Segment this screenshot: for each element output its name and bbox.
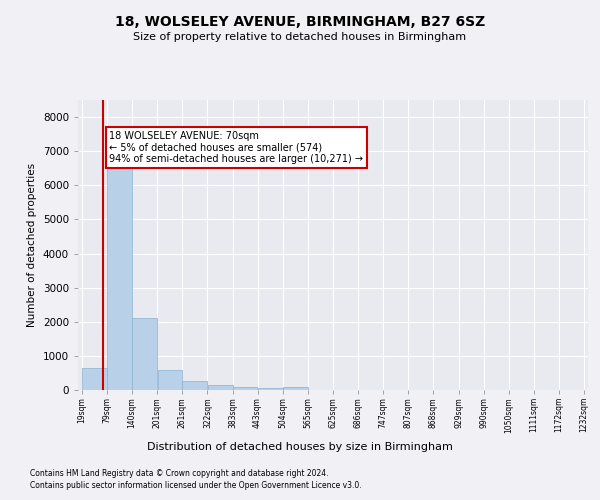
Text: Contains public sector information licensed under the Open Government Licence v3: Contains public sector information licen… bbox=[30, 481, 362, 490]
Bar bbox=[257, 388, 283, 390]
Bar bbox=[233, 388, 257, 390]
Bar bbox=[182, 382, 208, 390]
Bar bbox=[158, 370, 182, 390]
Bar bbox=[107, 168, 132, 390]
Bar bbox=[132, 318, 157, 390]
Y-axis label: Number of detached properties: Number of detached properties bbox=[27, 163, 37, 327]
Text: Size of property relative to detached houses in Birmingham: Size of property relative to detached ho… bbox=[133, 32, 467, 42]
Text: 18, WOLSELEY AVENUE, BIRMINGHAM, B27 6SZ: 18, WOLSELEY AVENUE, BIRMINGHAM, B27 6SZ bbox=[115, 15, 485, 29]
Bar bbox=[208, 385, 233, 390]
Bar bbox=[283, 386, 308, 390]
Text: 18 WOLSELEY AVENUE: 70sqm
← 5% of detached houses are smaller (574)
94% of semi-: 18 WOLSELEY AVENUE: 70sqm ← 5% of detach… bbox=[109, 130, 364, 164]
Text: Contains HM Land Registry data © Crown copyright and database right 2024.: Contains HM Land Registry data © Crown c… bbox=[30, 468, 329, 477]
Bar bbox=[82, 368, 107, 390]
Text: Distribution of detached houses by size in Birmingham: Distribution of detached houses by size … bbox=[147, 442, 453, 452]
